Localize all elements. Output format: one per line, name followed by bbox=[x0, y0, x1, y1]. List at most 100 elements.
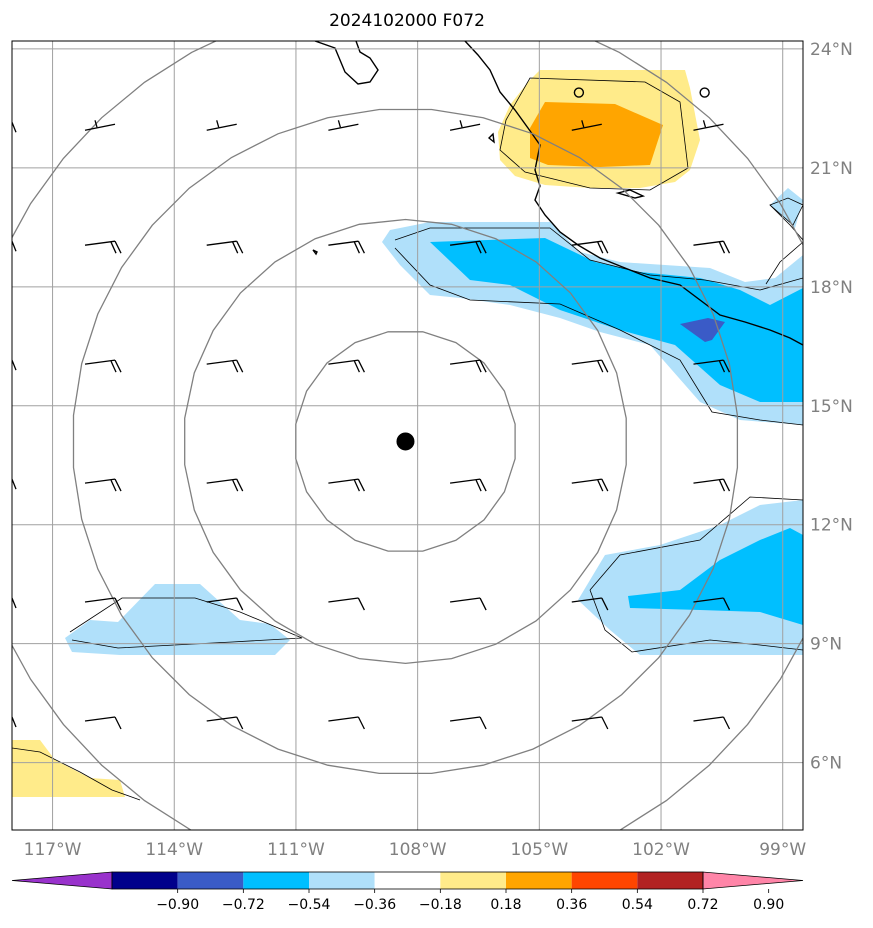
colorbar-label-5: 0.18 bbox=[490, 897, 521, 913]
wind-barb bbox=[84, 240, 122, 254]
colorbar-extend-high bbox=[702, 871, 804, 890]
range-ring-1 bbox=[184, 218, 627, 665]
shaded-region-negative-strong bbox=[680, 318, 725, 342]
shaded-region-positive-sw bbox=[12, 740, 125, 797]
lon-tick-label-1: 114°W bbox=[145, 840, 203, 860]
coastline-baja bbox=[314, 41, 379, 85]
wind-barb bbox=[12, 122, 17, 133]
lat-tick-label-0: 24°N bbox=[810, 40, 853, 60]
lon-tick-label-5: 102°W bbox=[632, 840, 690, 860]
storm-center-marker bbox=[396, 432, 415, 451]
contour-se bbox=[589, 496, 803, 591]
colorbar-label-4: −0.18 bbox=[419, 897, 462, 913]
contour-ne-line bbox=[765, 241, 803, 285]
colorbar-segment-8 bbox=[637, 872, 703, 889]
wind-barb bbox=[693, 1, 723, 11]
wind-barb bbox=[12, 240, 17, 252]
contour-band bbox=[394, 227, 803, 291]
wind-barb bbox=[328, 359, 365, 373]
shaded-region-negative-ne bbox=[770, 188, 803, 228]
longitude-tick-labels: 117°W 114°W 111°W 108°W 105°W 102°W 99°W bbox=[24, 840, 807, 860]
wind-barb bbox=[571, 240, 609, 254]
wind-barb bbox=[450, 1, 480, 11]
colorbar-label-9: 0.90 bbox=[753, 897, 784, 913]
contour-lines bbox=[12, 77, 803, 801]
colorbar-label-3: −0.36 bbox=[353, 897, 396, 913]
wind-barb bbox=[450, 240, 487, 254]
wind-barb bbox=[328, 1, 358, 11]
colorbar: −0.90 −0.72 −0.54 −0.36 −0.18 0.18 0.36 0.54 0.7… bbox=[11, 871, 804, 913]
shaded-region-positive-core bbox=[530, 102, 663, 167]
colorbar-label-7: 0.54 bbox=[622, 897, 653, 913]
range-ring-3 bbox=[12, 41, 803, 830]
lat-tick-label-5: 9°N bbox=[810, 635, 842, 655]
wind-barb bbox=[693, 240, 731, 254]
lat-tick-label-2: 18°N bbox=[810, 278, 853, 298]
wind-barb bbox=[571, 597, 609, 611]
wind-barb bbox=[328, 240, 365, 254]
colorbar-segment-3 bbox=[309, 872, 375, 889]
island-marker-1 bbox=[699, 87, 710, 98]
shaded-region-negative-se-core bbox=[628, 528, 803, 625]
wind-barb bbox=[12, 3, 16, 13]
wind-barb bbox=[693, 120, 724, 131]
wind-barb bbox=[84, 359, 122, 373]
wind-barb bbox=[571, 359, 609, 373]
colorbar-extend-low bbox=[11, 871, 113, 890]
coastline-small bbox=[769, 204, 803, 241]
shaded-region-negative-band-core bbox=[430, 238, 803, 402]
lat-tick-label-1: 21°N bbox=[810, 159, 853, 179]
colorbar-label-0: −0.90 bbox=[156, 897, 199, 913]
wind-barb bbox=[206, 120, 237, 131]
colorbar-segment-4 bbox=[374, 872, 441, 889]
wind-barb bbox=[571, 478, 609, 492]
wind-barb bbox=[693, 359, 731, 373]
map-frame bbox=[11, 40, 804, 831]
colorbar-segment-0 bbox=[112, 872, 178, 889]
coastline-mainland bbox=[464, 41, 803, 346]
range-rings bbox=[12, 41, 803, 830]
colorbar-label-1: −0.72 bbox=[222, 897, 265, 913]
wind-barb bbox=[206, 597, 244, 611]
coastline-islet bbox=[487, 132, 495, 144]
contour-se-lower bbox=[589, 589, 803, 653]
colorbar-segment-2 bbox=[243, 872, 309, 889]
wind-barb bbox=[450, 597, 487, 611]
lon-tick-label-0: 117°W bbox=[24, 840, 82, 860]
wind-barb bbox=[328, 478, 365, 492]
map-area bbox=[12, 1, 803, 830]
lon-tick-label-2: 111°W bbox=[267, 840, 325, 860]
range-ring-0 bbox=[295, 331, 516, 552]
colorbar-label-8: 0.72 bbox=[687, 897, 718, 913]
wind-barb bbox=[12, 597, 17, 609]
wind-barb bbox=[693, 597, 731, 611]
wind-barbs bbox=[12, 1, 731, 730]
lat-tick-label-3: 15°N bbox=[810, 397, 853, 417]
contour-sw-pos bbox=[12, 747, 141, 801]
shaded-region-negative-sw bbox=[65, 584, 290, 655]
wind-barb bbox=[571, 120, 602, 131]
colorbar-label-6: 0.36 bbox=[556, 897, 587, 913]
latitude-tick-labels: 24°N 21°N 18°N 15°N 12°N 9°N 6°N bbox=[810, 40, 853, 774]
lon-tick-label-6: 99°W bbox=[759, 840, 806, 860]
wind-barb bbox=[450, 716, 487, 730]
contour-ne-box bbox=[769, 197, 803, 226]
wind-barb bbox=[206, 240, 244, 254]
wind-barb bbox=[12, 716, 17, 728]
wind-barb bbox=[207, 1, 237, 11]
coastline bbox=[312, 41, 803, 346]
range-ring-2 bbox=[72, 108, 739, 775]
contour-band-lower bbox=[394, 247, 803, 426]
wind-barb bbox=[84, 120, 116, 131]
wind-barb bbox=[328, 120, 359, 131]
colorbar-segment-6 bbox=[506, 872, 572, 889]
colorbar-segment-7 bbox=[571, 872, 638, 889]
wind-barb bbox=[84, 597, 122, 611]
wind-barb bbox=[206, 359, 244, 373]
lon-tick-label-4: 105°W bbox=[510, 840, 568, 860]
wind-barb bbox=[206, 478, 244, 492]
shaded-region-negative-se bbox=[578, 500, 803, 655]
wind-barb bbox=[328, 597, 365, 611]
wind-barb bbox=[450, 478, 487, 492]
